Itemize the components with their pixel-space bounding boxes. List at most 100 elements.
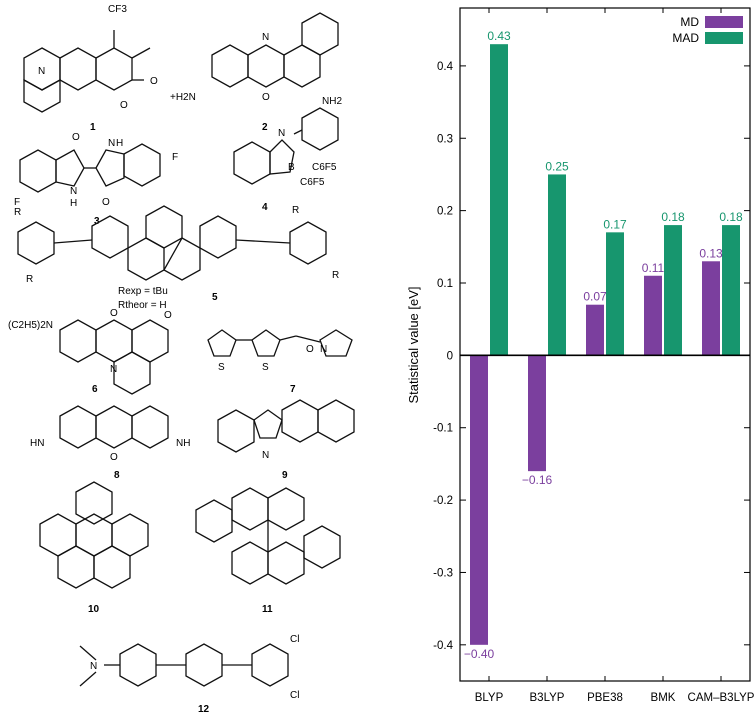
m5-r3-label: R [292,205,299,216]
molecule-6: (C2H5)2N O N O 6 [8,308,172,395]
data-label-mad-1: 0.25 [545,159,569,173]
m7-s1-label: S [218,362,225,373]
axes-layer: BLYP B3LYP PBE38 BMK CAM–B3LYP -0.4 -0.3 -0.2 -0… [433,7,755,704]
m3-h1-label: H [70,198,77,209]
y-tick-label-2: -0.2 [433,495,453,507]
bar-mad-4 [722,225,740,356]
m1-cf3-label: CF3 [108,4,127,15]
m6-n-label: N [110,364,117,375]
molecule-8-number: 8 [114,470,120,481]
data-label-mad-3: 0.18 [661,210,685,224]
data-label-mad-0: 0.43 [487,29,511,43]
x-tick-label-4: CAM–B3LYP [688,692,755,704]
bar-md-3 [644,275,662,356]
bar-md-1 [528,355,546,472]
m1-carbonyl-o-label: O [150,76,158,87]
m3-o1-label: O [72,132,80,143]
molecule-5: R R R R Rexp = tBu Rtheor = H 5 [14,205,339,311]
m2-nh2-label: NH2 [322,96,342,107]
molecule-4: N B C6F5 C6F5 4 [233,107,339,213]
bar-md-4 [702,261,720,356]
m7-n-label: N [320,344,327,355]
molecule-structures: CF3 N O O 1 N O +H2N NH2 2 O O F F N H N… [8,4,355,715]
m4-n-label: N [278,128,285,139]
x-tick-label-0: BLYP [475,692,504,704]
y-axis-label: Statistical value [eV] [406,286,421,403]
x-tick-label-3: BMK [651,692,676,704]
bar-chart: −0.40 0.43 −0.16 0.25 0.07 0.17 0.11 0.18 0.13 0.… [406,7,755,704]
y-tick-label-3: -0.1 [433,423,453,435]
data-label-mad-2: 0.17 [603,217,627,231]
molecule-1: CF3 N O O 1 [23,4,158,133]
molecule-7-number: 7 [290,384,296,395]
legend-swatch-md [705,16,743,28]
molecule-8: HN O NH 8 [30,405,190,481]
legend-swatch-mad [705,32,743,44]
m5-rtheor-label: Rtheor = H [118,300,167,311]
bar-chart-panel: −0.40 0.43 −0.16 0.25 0.07 0.17 0.11 0.18 0.13 0.… [395,0,755,719]
m1-n-label: N [38,66,45,77]
molecule-10-number: 10 [88,604,100,615]
m3-f2-label: F [172,152,178,163]
m8-nh-label: NH [176,438,190,449]
bar-mad-0 [490,44,508,356]
molecule-3: O O F F N H N H 3 [14,132,178,227]
m12-cl1-label: Cl [290,634,299,645]
molecule-6-number: 6 [92,384,98,395]
data-label-md-1: −0.16 [522,473,553,487]
molecule-9: N 9 [217,399,355,481]
m6-carbonyl-o-label: O [164,310,172,321]
molecule-12: N Cl Cl 12 [79,634,299,715]
m6-o-label: O [110,308,118,319]
m2-o-label: O [262,92,270,103]
legend: MD MAD [672,15,743,45]
molecule-2-number: 2 [262,122,268,133]
bar-mad-3 [664,225,682,356]
y-tick-label-7: 0.3 [437,133,453,145]
m1-ring-o-label: O [120,100,128,111]
m3-f1-label: F [14,197,20,208]
bar-md-0 [470,355,488,645]
bar-mad-2 [606,232,624,356]
m4-b-label: B [288,162,295,173]
data-label-md-4: 0.13 [699,246,723,260]
m5-r1-label: R [14,207,21,218]
m7-s2-label: S [262,362,269,373]
molecule-1-number: 1 [90,122,96,133]
molecule-9-number: 9 [282,470,288,481]
m8-o-label: O [110,452,118,463]
bar-mad-1 [548,174,566,356]
x-tick-label-2: PBE38 [587,692,623,704]
molecule-5-number: 5 [212,292,218,303]
y-tick-label-5: 0.1 [437,278,453,290]
data-label-md-0: −0.40 [464,647,495,661]
m5-rexp-label: Rexp = tBu [118,286,168,297]
molecule-4-number: 4 [262,202,268,213]
molecule-2: N O +H2N NH2 2 [170,12,342,133]
molecule-11-number: 11 [262,604,273,615]
y-tick-label-8: 0.4 [437,61,454,73]
m9-n-label: N [262,450,269,461]
m8-hn-label: HN [30,438,44,449]
data-label-md-3: 0.11 [642,261,665,275]
m5-r2-label: R [26,274,33,285]
legend-label-mad: MAD [672,31,699,45]
molecule-12-number: 12 [198,704,210,715]
m12-cl2-label: Cl [290,690,299,701]
m2-n-label: N [262,32,269,43]
m4-c6f5-b-label: C6F5 [300,177,325,188]
x-tick-label-1: B3LYP [530,692,565,704]
molecule-10: 10 [39,481,149,615]
data-label-mad-4: 0.18 [719,210,743,224]
y-tick-label-1: -0.3 [433,567,453,579]
value-labels-layer: −0.40 0.43 −0.16 0.25 0.07 0.17 0.11 0.18 0.13 0.… [464,29,743,661]
m4-c6f5-a-label: C6F5 [312,162,337,173]
m5-r4-label: R [332,270,339,281]
molecule-structures-panel: CF3 N O O 1 N O +H2N NH2 2 O O F F N H N… [8,4,355,715]
m12-n-label: N [90,661,97,672]
m3-h2-label: H [116,138,123,149]
bar-md-2 [586,304,604,356]
m3-n1-label: N [70,186,77,197]
m3-o2-label: O [102,197,110,208]
molecule-11: 11 [195,487,341,615]
